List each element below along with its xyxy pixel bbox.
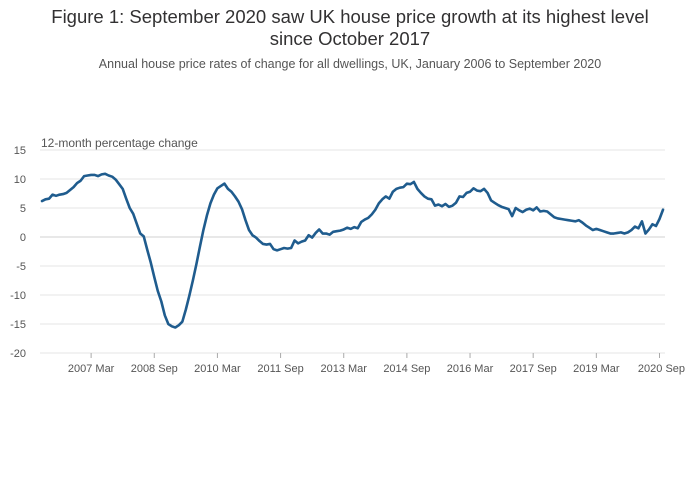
y-tick-label: -10	[10, 290, 26, 302]
gridlines	[40, 149, 665, 354]
x-tick-label: 2013 Mar	[320, 363, 367, 375]
y-tick-label: 10	[14, 174, 26, 186]
x-tick-label: 2019 Mar	[573, 363, 620, 375]
x-tick-label: 2011 Sep	[257, 363, 303, 375]
x-tick-label: 2020 Sep	[638, 363, 685, 375]
x-tick-label: 2016 Mar	[447, 363, 494, 375]
chart-title-line-1: Figure 1: September 2020 saw UK house pr…	[51, 6, 649, 27]
x-tick-label: 2017 Sep	[510, 363, 557, 375]
y-tick-label: 15	[14, 145, 26, 157]
x-axis-ticks: 2007 Mar 2008 Sep 2010 Mar 2011 Sep 2013 Mar…	[68, 353, 685, 375]
y-tick-label: -15	[10, 319, 26, 331]
y-tick-label: -20	[10, 348, 26, 360]
y-tick-label: 5	[20, 203, 26, 215]
x-tick-label: 2007 Mar	[68, 363, 115, 375]
x-tick-label: 2014 Sep	[383, 363, 430, 375]
chart-subtitle: Annual house price rates of change for a…	[98, 57, 602, 71]
series-line[interactable]	[40, 172, 665, 329]
chart-title: Figure 1: September 2020 saw UK house pr…	[0, 6, 700, 50]
y-axis-ticks: 15 10 5 0 -5 -10 -15 -20	[10, 145, 26, 360]
y-tick-label: 0	[20, 232, 26, 244]
x-tick-label: 2008 Sep	[131, 363, 178, 375]
chart-title-line-2: since October 2017	[269, 28, 431, 49]
y-axis-label: 12-month percentage change	[41, 136, 198, 150]
y-tick-label: -5	[16, 261, 26, 273]
x-tick-label: 2010 Mar	[194, 363, 241, 375]
